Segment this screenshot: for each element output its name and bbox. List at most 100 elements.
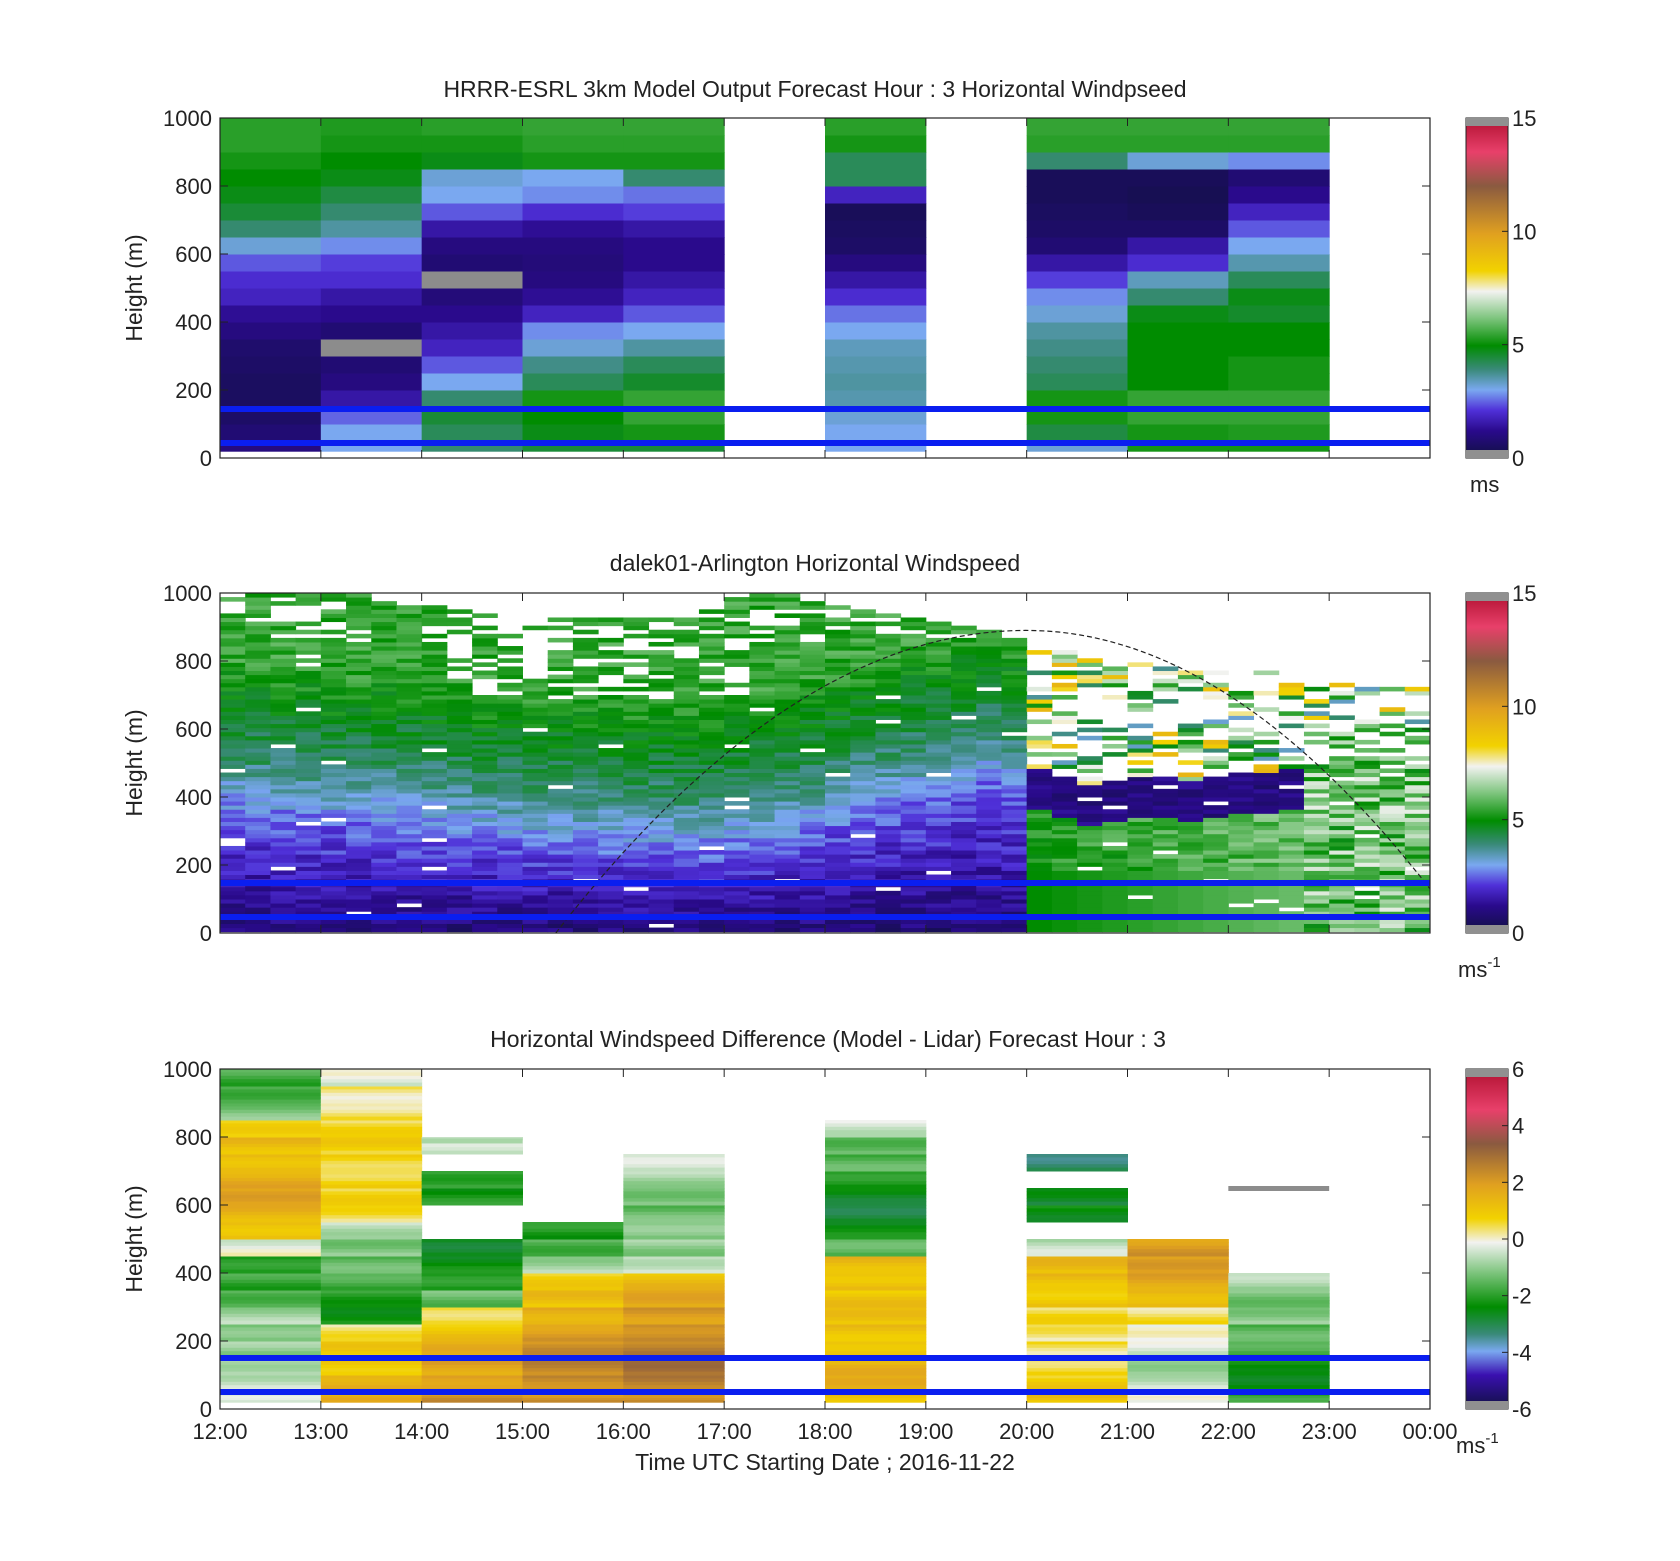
- difference-cell: [522, 1225, 624, 1230]
- lidar-cell: [320, 919, 347, 924]
- lidar-cell: [598, 735, 624, 741]
- lidar-cell: [1303, 833, 1330, 839]
- lidar-cell: [925, 678, 952, 684]
- difference-cell: [1127, 1252, 1229, 1257]
- lidar-cell: [900, 911, 927, 916]
- colorbar-tick-label: 15: [1512, 106, 1536, 131]
- lidar-cell: [598, 780, 624, 786]
- lidar-cell: [724, 621, 750, 627]
- lidar-cell: [1329, 899, 1355, 904]
- lidar-cell: [295, 784, 322, 790]
- lidar-cell: [547, 625, 574, 631]
- model-cell: [522, 305, 624, 323]
- lidar-cell: [1329, 731, 1355, 737]
- difference-cell: [220, 1330, 322, 1335]
- lidar-cell: [1026, 801, 1053, 806]
- lidar-colorbar-unit-exponent: -1: [1487, 954, 1500, 971]
- lidar-cell: [875, 768, 902, 774]
- difference-cell: [1026, 1327, 1128, 1332]
- lidar-cell: [1379, 919, 1406, 924]
- lidar-cell: [1026, 858, 1053, 863]
- lidar-cell: [1152, 788, 1179, 794]
- lidar-cell: [320, 829, 347, 835]
- difference-cell: [825, 1174, 927, 1179]
- lidar-cell: [446, 837, 473, 843]
- lidar-cell: [1102, 907, 1128, 912]
- lidar-cell: [320, 748, 347, 753]
- lidar-cell: [497, 817, 523, 822]
- difference-cell: [421, 1385, 523, 1390]
- lidar-cell: [900, 735, 927, 741]
- lidar-cell: [1051, 719, 1078, 725]
- lidar-cell: [396, 821, 423, 827]
- lidar-cell: [850, 874, 876, 880]
- lidar-cell: [976, 752, 1002, 757]
- lidar-cell: [598, 617, 624, 623]
- model-cell: [421, 288, 523, 306]
- lidar-cell: [900, 662, 927, 667]
- lidar-cell: [1001, 690, 1028, 696]
- difference-cell: [421, 1364, 523, 1369]
- lidar-cell: [951, 666, 977, 672]
- difference-cell: [421, 1245, 523, 1250]
- difference-cell: [623, 1171, 725, 1175]
- lidar-cell: [951, 752, 977, 757]
- lidar-cell: [1051, 764, 1078, 769]
- lidar-cell: [698, 919, 725, 924]
- lidar-cell: [875, 862, 902, 867]
- lidar-cell: [1354, 727, 1381, 733]
- lidar-cell: [421, 646, 448, 651]
- lidar-cell: [724, 605, 750, 610]
- lidar-cell: [1228, 780, 1255, 786]
- lidar-cell: [1152, 813, 1179, 818]
- y-tick-label: 1000: [163, 1057, 212, 1082]
- lidar-cell: [1152, 780, 1179, 786]
- lidar-cell: [1329, 699, 1355, 704]
- lidar-cell: [1404, 911, 1431, 916]
- lidar-cell: [976, 674, 1002, 680]
- lidar-cell: [295, 670, 322, 676]
- lidar-cell: [295, 646, 322, 651]
- lidar-cell: [749, 805, 776, 810]
- difference-cell: [421, 1320, 523, 1325]
- lidar-cell: [1127, 768, 1154, 774]
- lidar-cell: [421, 833, 448, 839]
- lidar-cell: [698, 772, 725, 778]
- lidar-cell: [1127, 776, 1154, 782]
- lidar-cell: [1354, 686, 1381, 692]
- lidar-cell: [497, 907, 523, 912]
- lidar-cell: [472, 907, 498, 912]
- lidar-cell: [925, 686, 952, 692]
- lidar-cell: [1303, 894, 1330, 900]
- lidar-cell: [951, 829, 977, 835]
- lidar-cell: [724, 715, 750, 720]
- difference-cell: [522, 1283, 624, 1288]
- lidar-cell: [724, 609, 750, 614]
- difference-cell: [623, 1167, 725, 1172]
- lidar-cell: [245, 772, 271, 778]
- difference-cell: [1026, 1337, 1128, 1342]
- lidar-cell: [976, 699, 1002, 704]
- difference-cell: [320, 1310, 423, 1315]
- lidar-cell: [648, 813, 675, 818]
- lidar-cell: [1001, 911, 1028, 916]
- lidar-cell: [1228, 690, 1255, 696]
- lidar-cell: [572, 637, 599, 643]
- lidar-cell: [1177, 862, 1204, 867]
- lidar-cell: [1278, 792, 1305, 798]
- difference-cell: [421, 1290, 523, 1294]
- lidar-cell: [472, 735, 498, 741]
- lidar-cell: [1379, 874, 1406, 880]
- lidar-cell: [875, 674, 902, 680]
- lidar-cell: [371, 678, 397, 684]
- lidar-cell: [623, 862, 650, 867]
- lidar-cell: [1001, 899, 1028, 904]
- lidar-cell: [270, 735, 297, 741]
- lidar-cell: [825, 764, 851, 769]
- lidar-cell: [623, 715, 650, 720]
- lidar-cell: [698, 776, 725, 782]
- lidar-cell: [1354, 809, 1381, 814]
- lidar-cell: [1278, 899, 1305, 904]
- lidar-cell: [220, 719, 246, 725]
- lidar-cell: [850, 903, 876, 908]
